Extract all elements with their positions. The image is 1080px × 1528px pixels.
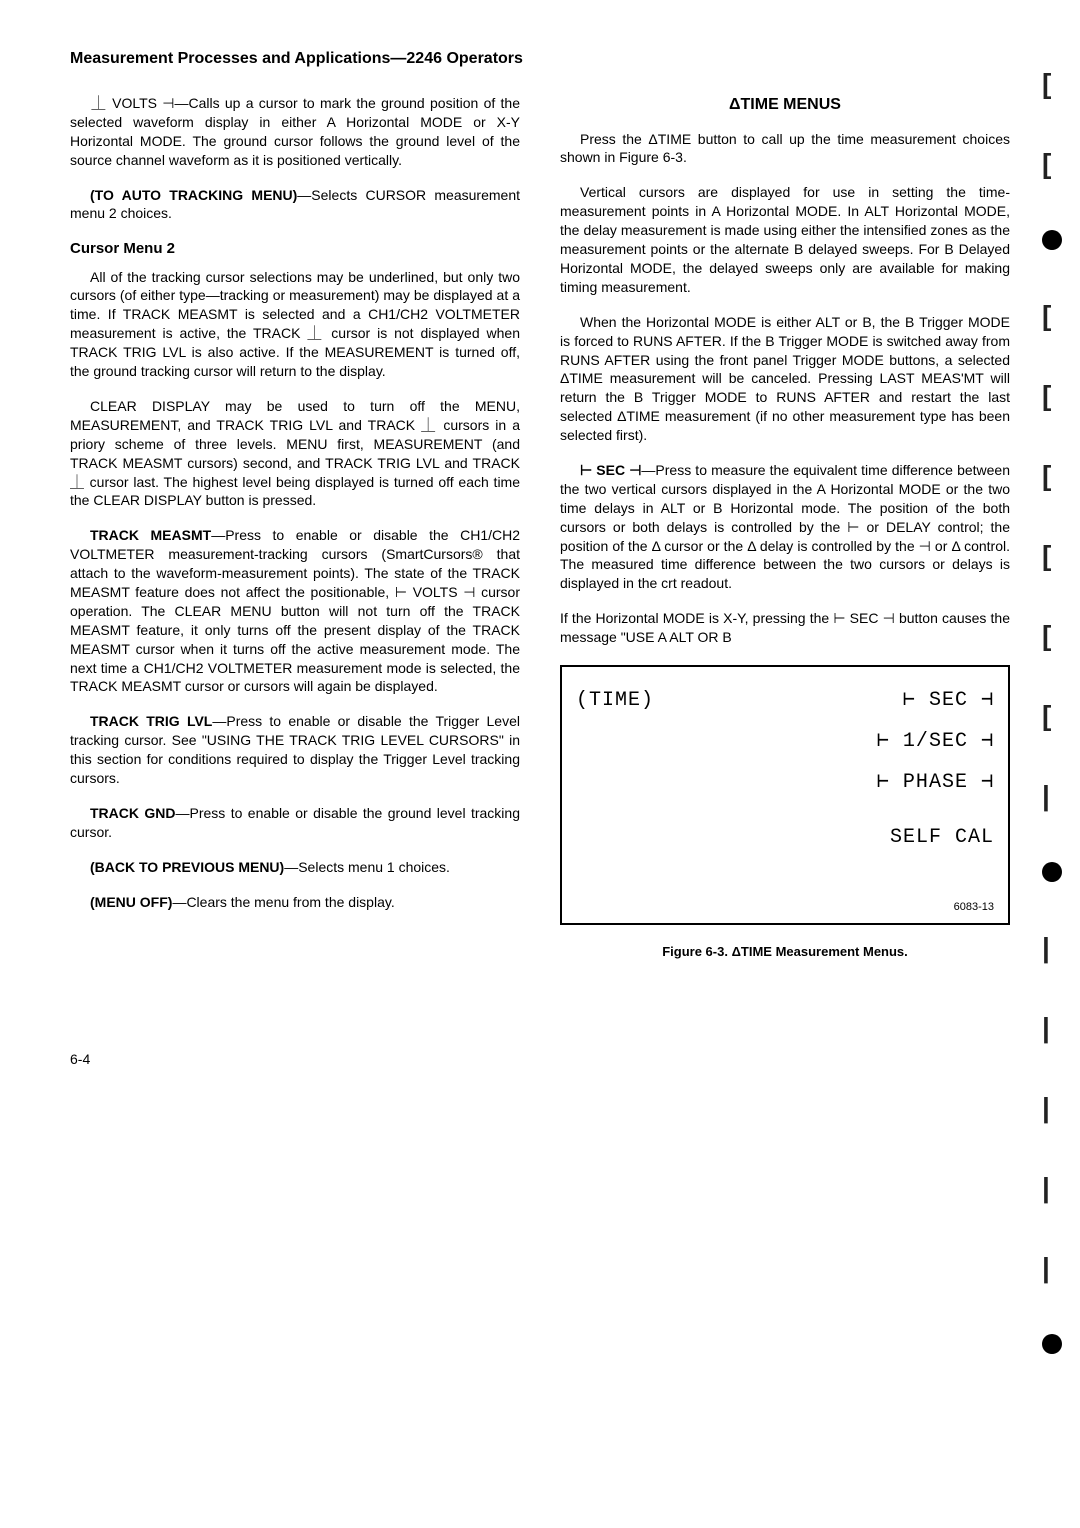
page-header: Measurement Processes and Applications—2… bbox=[70, 50, 1010, 68]
figure-id: 6083-13 bbox=[954, 900, 994, 915]
body-paragraph: If the Horizontal MODE is X-Y, pressing … bbox=[560, 609, 1010, 647]
menu-term: (BACK TO PREVIOUS MENU) bbox=[90, 859, 284, 875]
crt-menu-figure: (TIME) ⊢ SEC ⊣ ⊢ 1/SEC ⊣ ⊢ PHASE ⊣ SELF … bbox=[560, 665, 1010, 925]
figure-row: ⊢ 1/SEC ⊣ bbox=[576, 728, 994, 755]
binder-marks: [[[[[[[[|||||| bbox=[1042, 70, 1062, 1354]
menu-term: TRACK TRIG LVL bbox=[90, 713, 212, 729]
body-paragraph: TRACK TRIG LVL—Press to enable or disabl… bbox=[70, 712, 520, 788]
body-paragraph: Press the ΔTIME button to call up the ti… bbox=[560, 130, 1010, 168]
punch-dot-icon bbox=[1042, 862, 1062, 882]
body-paragraph: When the Horizontal MODE is either ALT o… bbox=[560, 313, 1010, 445]
body-paragraph: (MENU OFF)—Clears the menu from the disp… bbox=[70, 893, 520, 912]
two-column-layout: ⏊ VOLTS ⊣—Calls up a cursor to mark the … bbox=[70, 94, 1010, 961]
body-paragraph: ⊢ SEC ⊣—Press to measure the equivalent … bbox=[560, 461, 1010, 593]
menu-term: TRACK MEASMT bbox=[90, 527, 211, 543]
menu-term: TRACK GND bbox=[90, 805, 176, 821]
document-page: [[[[[[[[|||||| Measurement Processes and… bbox=[0, 0, 1080, 1107]
right-column: ΔTIME MENUS Press the ΔTIME button to ca… bbox=[560, 94, 1010, 961]
punch-dot-icon bbox=[1042, 1334, 1062, 1354]
left-column: ⏊ VOLTS ⊣—Calls up a cursor to mark the … bbox=[70, 94, 520, 961]
menu-item: ⊢ PHASE ⊣ bbox=[877, 769, 994, 796]
body-paragraph: (TO AUTO TRACKING MENU)—Selects CURSOR m… bbox=[70, 186, 520, 224]
page-number: 6-4 bbox=[70, 1051, 1010, 1067]
section-heading: Cursor Menu 2 bbox=[70, 239, 520, 259]
punch-dot-icon bbox=[1042, 230, 1062, 250]
menu-item: ⊢ SEC ⊣ bbox=[903, 687, 994, 714]
body-paragraph: (BACK TO PREVIOUS MENU)—Selects menu 1 c… bbox=[70, 858, 520, 877]
figure-left-label: (TIME) bbox=[576, 687, 654, 714]
menu-term: (MENU OFF) bbox=[90, 894, 172, 910]
figure-row: SELF CAL bbox=[576, 824, 994, 851]
menu-item: SELF CAL bbox=[890, 824, 994, 851]
body-paragraph: Vertical cursors are displayed for use i… bbox=[560, 183, 1010, 296]
body-paragraph: ⏊ VOLTS ⊣—Calls up a cursor to mark the … bbox=[70, 94, 520, 170]
section-title: ΔTIME MENUS bbox=[560, 94, 1010, 116]
figure-caption: Figure 6-3. ΔTIME Measurement Menus. bbox=[560, 943, 1010, 961]
figure-row: ⊢ PHASE ⊣ bbox=[576, 769, 994, 796]
figure-row: (TIME) ⊢ SEC ⊣ bbox=[576, 687, 994, 714]
menu-term: ⊢ SEC ⊣ bbox=[580, 462, 641, 478]
body-paragraph: TRACK GND—Press to enable or disable the… bbox=[70, 804, 520, 842]
menu-item: ⊢ 1/SEC ⊣ bbox=[877, 728, 994, 755]
body-paragraph: All of the tracking cursor selections ma… bbox=[70, 268, 520, 381]
body-paragraph: TRACK MEASMT—Press to enable or disable … bbox=[70, 526, 520, 696]
body-paragraph: CLEAR DISPLAY may be used to turn off th… bbox=[70, 397, 520, 510]
menu-term: (TO AUTO TRACKING MENU) bbox=[90, 187, 297, 203]
